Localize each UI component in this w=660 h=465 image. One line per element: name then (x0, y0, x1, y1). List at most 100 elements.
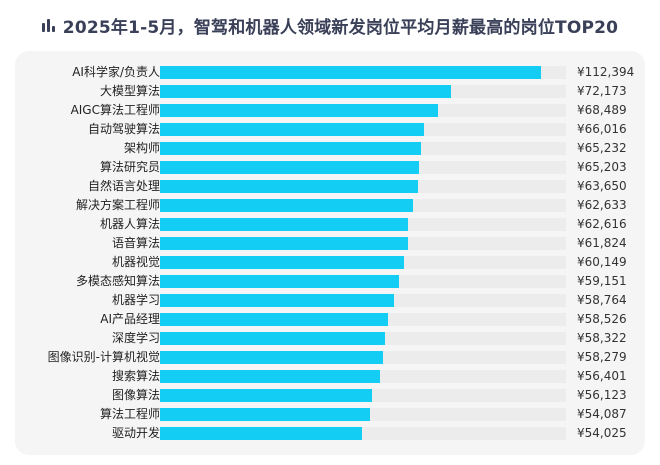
bar (160, 123, 424, 136)
chart-card: AI科学家/负责人 ¥112,394 大模型算法 ¥72,173 AIGC算法工程师 ¥6… (15, 51, 645, 455)
chart-row: 图像算法 ¥56,123 (15, 386, 645, 405)
chart-row: 驱动开发 ¥54,025 (15, 424, 645, 443)
bar (160, 332, 385, 345)
bar-value: ¥54,087 (577, 407, 627, 421)
bar (160, 161, 419, 174)
bar-track (160, 66, 566, 79)
bar (160, 408, 370, 421)
bar-label: 机器学习 (111, 293, 160, 307)
bar-value: ¥62,616 (577, 217, 627, 231)
chart-row: AI科学家/负责人 ¥112,394 (15, 63, 645, 82)
bar-value: ¥65,232 (577, 141, 627, 155)
bar-label: AI科学家/负责人 (72, 65, 160, 79)
bar-track (160, 218, 566, 231)
bar (160, 199, 413, 212)
chart-row: AI产品经理 ¥58,526 (15, 310, 645, 329)
bar-label: AIGC算法工程师 (70, 103, 160, 117)
bar-track (160, 161, 566, 174)
bar-label: 机器人算法 (99, 217, 160, 231)
chart-row: AIGC算法工程师 ¥68,489 (15, 101, 645, 120)
chart-row: 搜索算法 ¥56,401 (15, 367, 645, 386)
bar-label: 自动驾驶算法 (87, 122, 160, 136)
bar-track (160, 427, 566, 440)
bar-label: 解决方案工程师 (75, 198, 160, 212)
bar-track (160, 180, 566, 193)
bar-label: 多模态感知算法 (75, 274, 160, 288)
bar-value: ¥59,151 (577, 274, 627, 288)
bar-value: ¥58,279 (577, 350, 627, 364)
bar-chart-icon (41, 18, 55, 32)
bar (160, 104, 438, 117)
bar-label: 自然语言处理 (87, 179, 160, 193)
bar (160, 275, 399, 288)
bar-track (160, 389, 566, 402)
bar-track (160, 408, 566, 421)
bar-track (160, 199, 566, 212)
chart-row: 机器视觉 ¥60,149 (15, 253, 645, 272)
bar-track (160, 256, 566, 269)
bar-label: 架构师 (123, 141, 160, 155)
chart-row: 算法研究员 ¥65,203 (15, 158, 645, 177)
bar-track (160, 275, 566, 288)
bar-label: 搜索算法 (111, 369, 160, 383)
bar-value: ¥62,633 (577, 198, 627, 212)
chart-row: 深度学习 ¥58,322 (15, 329, 645, 348)
bar-track (160, 142, 566, 155)
bar (160, 389, 372, 402)
chart-title: 2025年1-5月，智驾和机器人领域新发岗位平均月薪最高的岗位TOP20 (0, 10, 660, 40)
bar (160, 370, 380, 383)
bar-value: ¥58,526 (577, 312, 627, 326)
bar (160, 256, 404, 269)
bar-label: 图像算法 (111, 388, 160, 402)
chart-title-text: 2025年1-5月，智驾和机器人领域新发岗位平均月薪最高的岗位TOP20 (62, 17, 619, 38)
bar-track (160, 123, 566, 136)
bar-track (160, 104, 566, 117)
chart-row: 自然语言处理 ¥63,650 (15, 177, 645, 196)
bar-label: AI产品经理 (100, 312, 160, 326)
chart-row: 图像识别-计算机视觉 ¥58,279 (15, 348, 645, 367)
bar (160, 294, 394, 307)
chart-row: 语音算法 ¥61,824 (15, 234, 645, 253)
bar-value: ¥56,401 (577, 369, 627, 383)
bar-value: ¥68,489 (577, 103, 627, 117)
bar-track (160, 313, 566, 326)
bar-value: ¥112,394 (577, 65, 635, 79)
bar (160, 218, 408, 231)
bar-label: 深度学习 (111, 331, 160, 345)
bar-value: ¥66,016 (577, 122, 627, 136)
bar (160, 142, 421, 155)
bar-value: ¥63,650 (577, 179, 627, 193)
bar-track (160, 294, 566, 307)
bar-label: 语音算法 (111, 236, 160, 250)
chart-row: 算法工程师 ¥54,087 (15, 405, 645, 424)
chart-row: 多模态感知算法 ¥59,151 (15, 272, 645, 291)
bar-value: ¥61,824 (577, 236, 627, 250)
bar-track (160, 370, 566, 383)
bar-track (160, 85, 566, 98)
bar-value: ¥54,025 (577, 426, 627, 440)
bar-label: 机器视觉 (111, 255, 160, 269)
bar (160, 427, 362, 440)
bar (160, 66, 541, 79)
bar-label: 驱动开发 (111, 426, 160, 440)
bar-label: 算法工程师 (99, 407, 160, 421)
chart-row: 解决方案工程师 ¥62,633 (15, 196, 645, 215)
bar-label: 算法研究员 (99, 160, 160, 174)
chart-row: 机器人算法 ¥62,616 (15, 215, 645, 234)
chart-row: 架构师 ¥65,232 (15, 139, 645, 158)
bar (160, 180, 418, 193)
bar-value: ¥58,764 (577, 293, 627, 307)
bar-track (160, 351, 566, 364)
bar-label: 图像识别-计算机视觉 (47, 350, 160, 364)
bar (160, 237, 408, 250)
bar-value: ¥72,173 (577, 84, 627, 98)
chart-row: 机器学习 ¥58,764 (15, 291, 645, 310)
bar-track (160, 237, 566, 250)
bar-value: ¥60,149 (577, 255, 627, 269)
bar (160, 313, 388, 326)
chart-row: 大模型算法 ¥72,173 (15, 82, 645, 101)
chart-row: 自动驾驶算法 ¥66,016 (15, 120, 645, 139)
bar-value: ¥65,203 (577, 160, 627, 174)
bar-value: ¥58,322 (577, 331, 627, 345)
bar (160, 85, 451, 98)
